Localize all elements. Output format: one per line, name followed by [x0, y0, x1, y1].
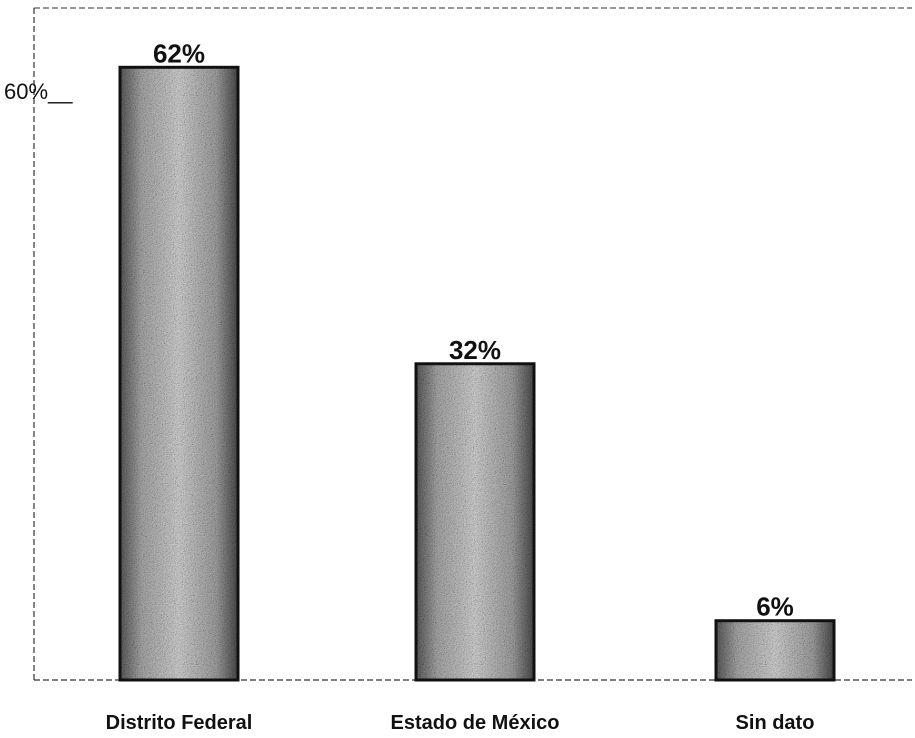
bars-layer: 62% Distrito Federal 32% Estado de México 6%…: [106, 38, 836, 734]
category-label-2: Sin dato: [736, 712, 815, 733]
bar-2: [716, 620, 834, 680]
value-label-1: 32%: [449, 335, 501, 365]
y-tick-label: 60%__: [4, 79, 73, 104]
bar-outline-1: [414, 362, 536, 682]
bar-0: [120, 67, 238, 680]
value-label-0: 62%: [153, 38, 205, 68]
bar-outline-0: [118, 65, 240, 682]
category-label-0: Distrito Federal: [106, 712, 253, 733]
value-label-2: 6%: [756, 592, 794, 622]
bar-1: [416, 363, 534, 680]
bar-outline-2: [714, 619, 836, 682]
category-label-1: Estado de México: [391, 712, 560, 733]
